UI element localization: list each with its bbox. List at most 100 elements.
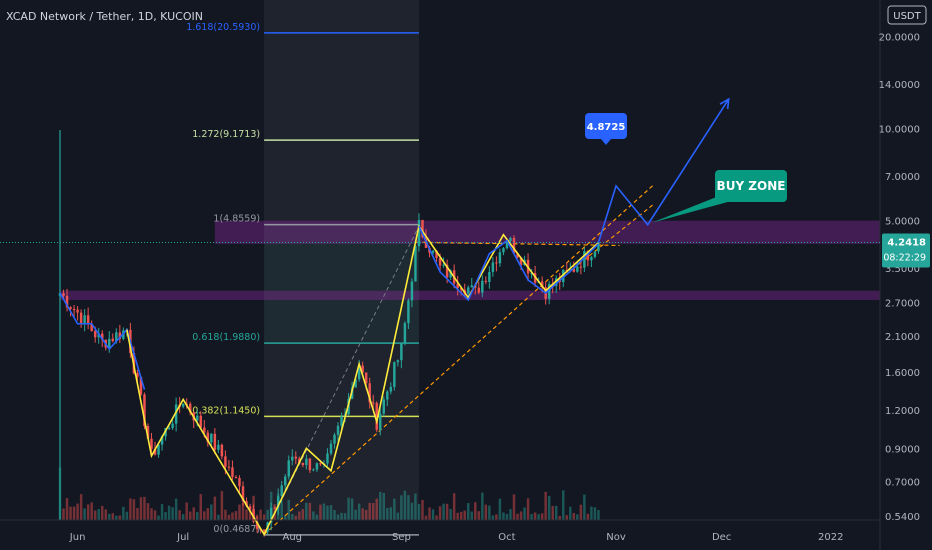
fib-level-label: 1.618(20.5930) — [186, 22, 260, 33]
candle-body — [438, 257, 442, 266]
volume-bar — [393, 498, 396, 520]
volume-bar — [157, 515, 160, 520]
volume-bar — [579, 504, 583, 520]
volume-bar — [241, 503, 245, 520]
volume-bar — [266, 509, 269, 520]
callouts-layer: 4.8725 BUY ZONE — [585, 113, 787, 223]
volume-bar — [463, 510, 466, 520]
candle-body — [72, 308, 76, 310]
volume-bar — [452, 493, 456, 520]
volume-bar — [586, 513, 590, 520]
volume-bar — [491, 515, 495, 520]
volume-bar — [379, 491, 382, 520]
y-tick-label: 20.0000 — [879, 33, 920, 44]
candle-body — [403, 323, 407, 344]
volume-bar — [410, 502, 414, 520]
candle-body — [203, 427, 206, 433]
volume-bar — [301, 509, 305, 520]
candle-body — [90, 323, 93, 332]
blue-zigzag-late — [418, 225, 600, 302]
candle-body — [488, 271, 491, 282]
fib-zone-fill — [264, 224, 419, 344]
candle-body — [597, 242, 600, 252]
currency-badge[interactable] — [887, 5, 927, 25]
volume-bar — [143, 496, 146, 520]
volume-bar — [238, 504, 241, 520]
volume-bar — [361, 508, 364, 520]
candle-body — [199, 415, 203, 428]
candle-body — [227, 466, 231, 468]
volume-bar — [375, 498, 378, 520]
candle-body — [393, 362, 396, 387]
candle-body — [238, 478, 241, 487]
candle-body — [101, 333, 104, 340]
candle-body — [400, 343, 403, 361]
candle-body — [111, 338, 115, 342]
candle-body — [69, 307, 72, 309]
volume-bar — [537, 514, 540, 520]
volume-bar — [368, 502, 371, 520]
volume-bar — [326, 505, 329, 520]
candle-body — [414, 246, 417, 282]
volume-bar — [101, 505, 104, 520]
volume-bar — [291, 513, 294, 520]
volume-bar — [590, 506, 593, 520]
volume-bar — [164, 512, 167, 520]
volume-bar — [572, 513, 576, 520]
volume-bar — [554, 505, 558, 520]
volume-bar — [481, 492, 484, 520]
candle-body — [174, 404, 178, 424]
volume-bar — [210, 504, 213, 520]
volume-bar — [308, 502, 312, 520]
volume-bar — [459, 511, 463, 520]
y-tick-label: 10.0000 — [879, 125, 920, 136]
volume-bar — [305, 502, 308, 520]
y-tick-label: 7.0000 — [885, 172, 920, 183]
pattern-layer — [59, 98, 730, 537]
candle-body — [308, 458, 312, 471]
candle-body — [276, 496, 280, 508]
candle-body — [516, 253, 519, 258]
volume-bar — [396, 512, 400, 520]
candle-body — [298, 458, 301, 463]
candle-body — [445, 264, 449, 278]
volume-bar — [146, 503, 150, 520]
candle-body — [579, 266, 583, 268]
volume-bar — [298, 511, 301, 520]
volume-bar — [558, 515, 561, 520]
y-tick-label: 2.7000 — [885, 298, 920, 309]
candle-body — [340, 416, 343, 426]
candle-body — [118, 332, 122, 339]
volume-bar — [231, 512, 234, 520]
volume-bar — [569, 506, 572, 520]
volume-bar — [364, 509, 368, 520]
volume-bar — [421, 499, 424, 520]
candle-body — [315, 463, 319, 470]
volume-bar — [312, 511, 315, 520]
candle-body — [262, 529, 266, 532]
candle-body — [312, 469, 315, 471]
candle-body — [136, 373, 139, 377]
volume-bar — [199, 494, 203, 520]
candle-body — [83, 315, 86, 324]
candle-body — [540, 281, 544, 288]
candle-body — [319, 463, 322, 465]
volume-bar — [248, 508, 252, 520]
volume-bar — [132, 499, 136, 520]
volume-bar — [343, 513, 347, 520]
volume-bar — [442, 503, 445, 520]
candle-body — [171, 423, 174, 429]
candle-body — [509, 237, 512, 241]
volume-bar — [445, 503, 449, 520]
candle-body — [333, 434, 336, 444]
last-price-tag — [882, 233, 930, 268]
volume-bar — [354, 509, 357, 520]
volume-bar — [192, 507, 195, 520]
price-callout-pointer — [601, 139, 611, 145]
volume-bar — [315, 514, 319, 520]
candle-body — [294, 456, 298, 459]
candle-body — [269, 507, 273, 523]
volume-bar — [544, 491, 547, 520]
